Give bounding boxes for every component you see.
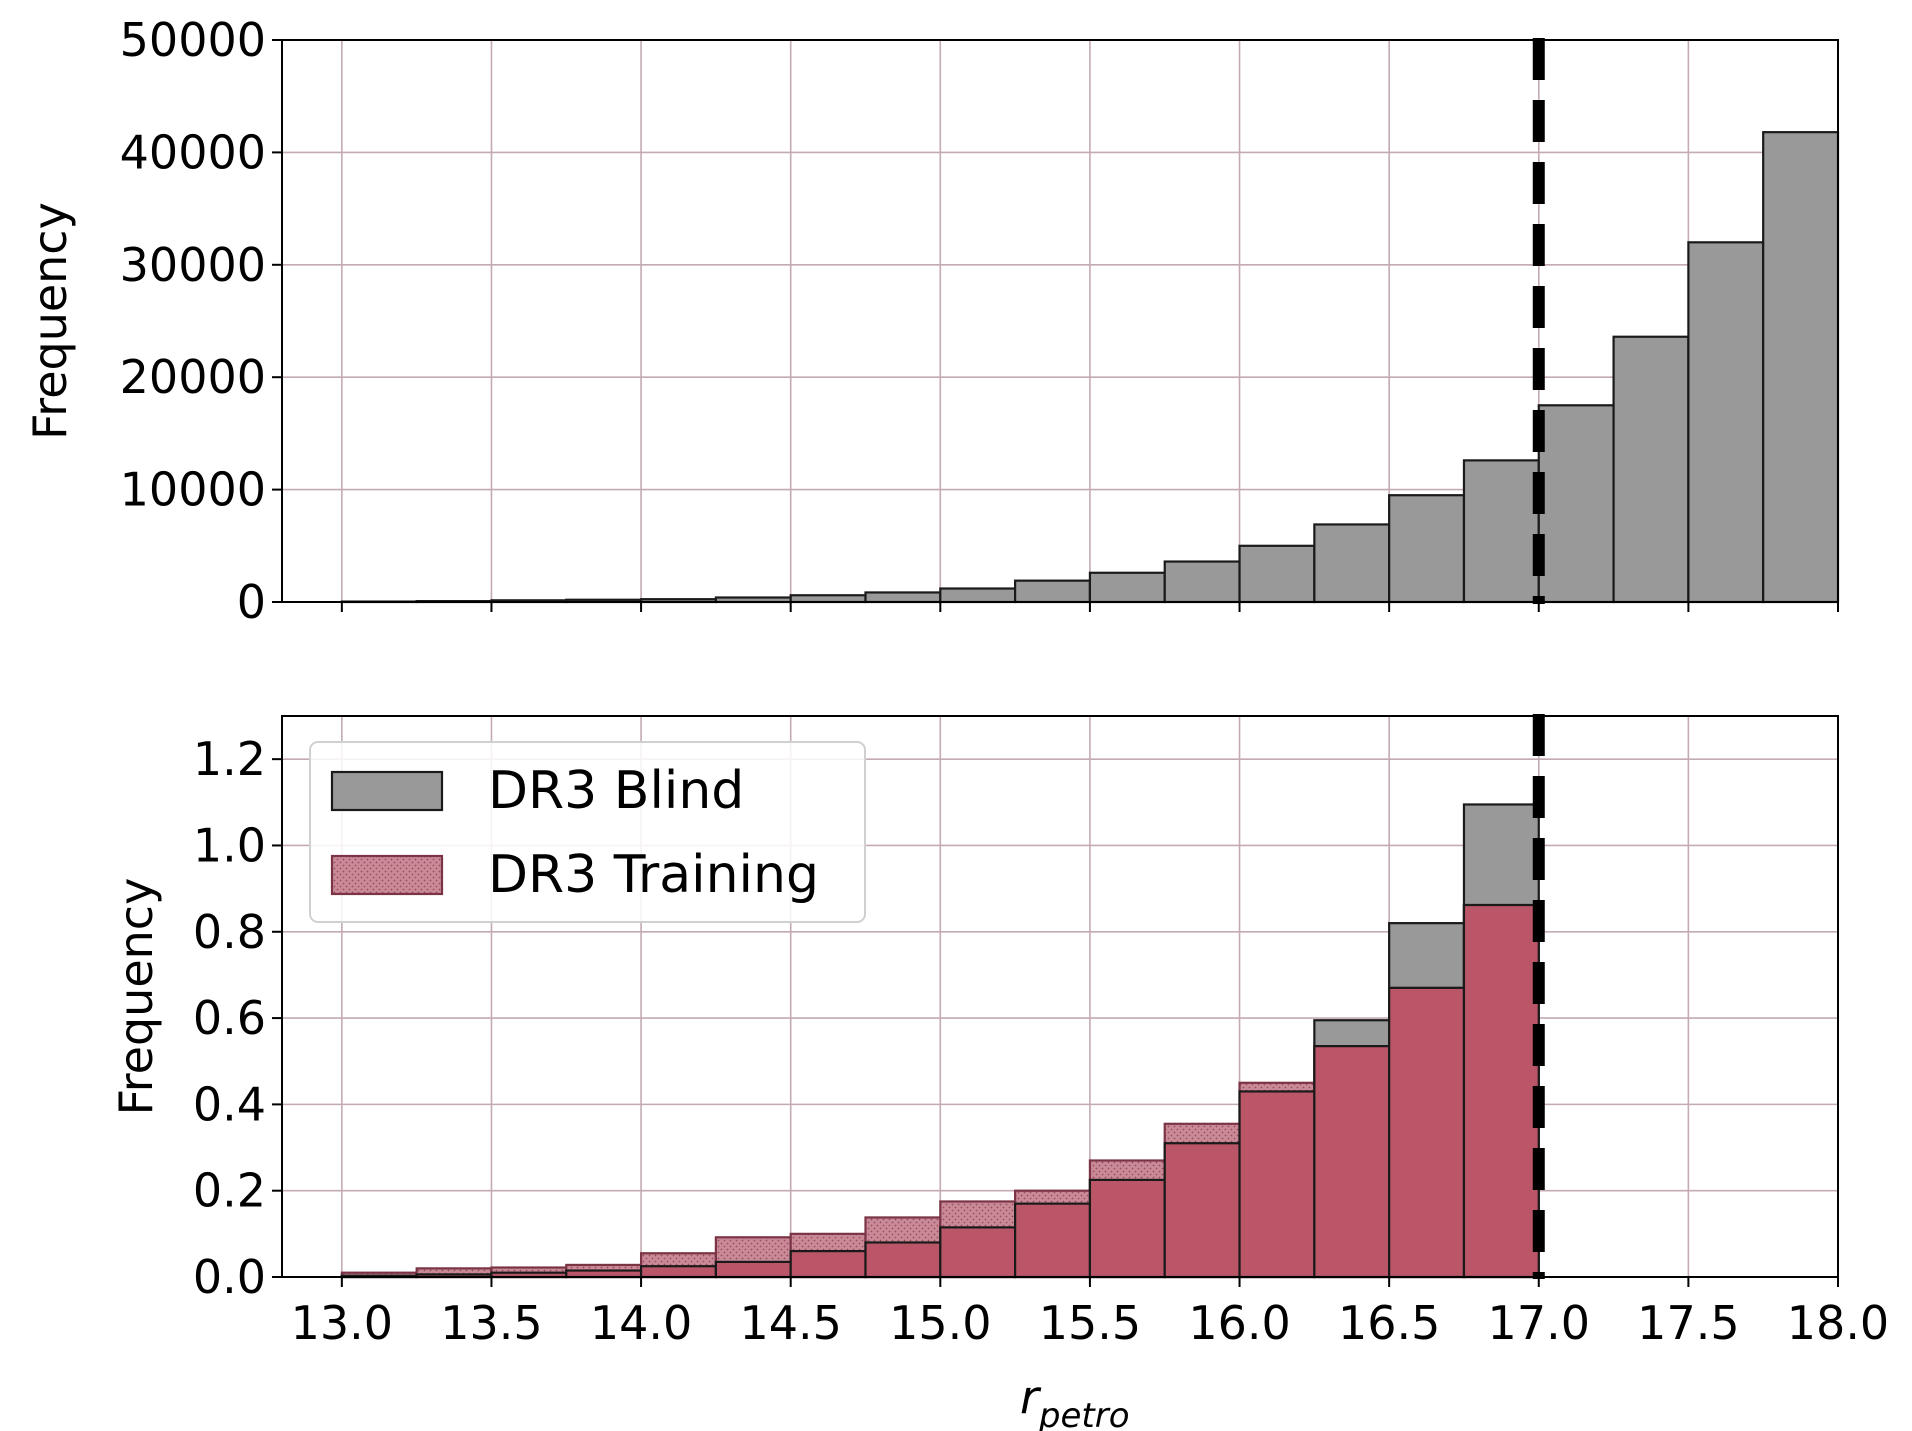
x-tick-label: 17.5 xyxy=(1637,1296,1739,1350)
bar-dr3-blind xyxy=(1537,404,1615,604)
bar-overlap-solid xyxy=(1238,1090,1316,1279)
x-tick-label: 16.0 xyxy=(1188,1296,1290,1350)
y-axis-title: Frequency xyxy=(109,878,163,1116)
bar-overlap-solid xyxy=(1462,903,1540,1279)
bar-dr3-blind xyxy=(1388,494,1466,604)
x-axis-title: rpetro xyxy=(1020,1370,1130,1431)
y-tick-label: 30000 xyxy=(120,238,266,292)
bar-overlap-solid xyxy=(639,1265,717,1279)
y-tick-label: 0.6 xyxy=(193,991,266,1045)
legend-swatch xyxy=(330,770,444,812)
y-tick-label: 40000 xyxy=(120,125,266,179)
bar-overlap-solid xyxy=(864,1241,942,1279)
bar-dr3-blind xyxy=(1088,571,1166,604)
y-tick-label: 0 xyxy=(237,575,266,629)
x-tick-label: 18.0 xyxy=(1787,1296,1889,1350)
axes-frame xyxy=(281,39,1839,603)
y-tick-label: 0.2 xyxy=(193,1164,266,1218)
legend-swatch xyxy=(330,854,444,896)
bar-dr3-blind xyxy=(1687,241,1765,604)
bar-overlap-solid xyxy=(1313,1045,1391,1279)
y-tick-label: 50000 xyxy=(120,13,266,67)
bar-dr3-blind xyxy=(864,591,942,604)
y-axis-title: Frequency xyxy=(23,202,77,440)
x-tick-label: 13.0 xyxy=(291,1296,393,1350)
bottom-panel: 13.0 13.5 14.0 14.5 15.0 15.5 16.0 16.5 17.0 17.5… xyxy=(109,714,1889,1431)
bar-dr3-blind xyxy=(1762,131,1840,604)
legend-label: DR3 Training xyxy=(488,845,819,905)
legend-label: DR3 Blind xyxy=(488,761,744,821)
bar-dr3-blind xyxy=(1163,560,1241,604)
bar-overlap-solid xyxy=(789,1250,867,1279)
bar-dr3-blind xyxy=(1462,459,1540,604)
axes-frame xyxy=(281,715,1839,1278)
y-tick-label: 20000 xyxy=(120,350,266,404)
bar-dr3-blind xyxy=(1313,523,1391,604)
bar-overlap-solid xyxy=(714,1260,792,1279)
bar-overlap-solid xyxy=(939,1226,1017,1279)
x-tick-label: 15.0 xyxy=(889,1296,991,1350)
x-tick-label: 17.0 xyxy=(1488,1296,1590,1350)
legend: DR3 Blind DR3 Training xyxy=(309,741,866,923)
y-tick-label: 1.2 xyxy=(193,732,266,786)
y-tick-label: 10000 xyxy=(120,463,266,517)
y-tick-label: 1.0 xyxy=(193,818,266,872)
x-tick-label: 14.0 xyxy=(590,1296,692,1350)
bar-overlap-solid xyxy=(1014,1202,1092,1279)
bar-overlap-solid xyxy=(1388,986,1466,1279)
bar-dr3-blind xyxy=(789,594,867,604)
bar-dr3-blind xyxy=(939,587,1017,604)
x-tick-label: 14.5 xyxy=(739,1296,841,1350)
bar-dr3-blind xyxy=(1612,335,1690,604)
y-tick-label: 0.8 xyxy=(193,905,266,959)
x-tick-label: 13.5 xyxy=(440,1296,542,1350)
bar-dr3-blind xyxy=(1238,544,1316,604)
bar-dr3-blind xyxy=(1014,579,1092,604)
bar-overlap-solid xyxy=(1163,1142,1241,1279)
y-tick-label: 0.4 xyxy=(193,1077,266,1131)
legend-frame xyxy=(309,741,866,923)
bar-overlap-solid xyxy=(1088,1178,1166,1279)
y-tick-label: 0.0 xyxy=(193,1250,266,1304)
x-tick-label: 15.5 xyxy=(1039,1296,1141,1350)
x-tick-label: 16.5 xyxy=(1338,1296,1440,1350)
top-panel: 0 10000 20000 30000 40000 50000 Frequency xyxy=(23,13,1840,629)
